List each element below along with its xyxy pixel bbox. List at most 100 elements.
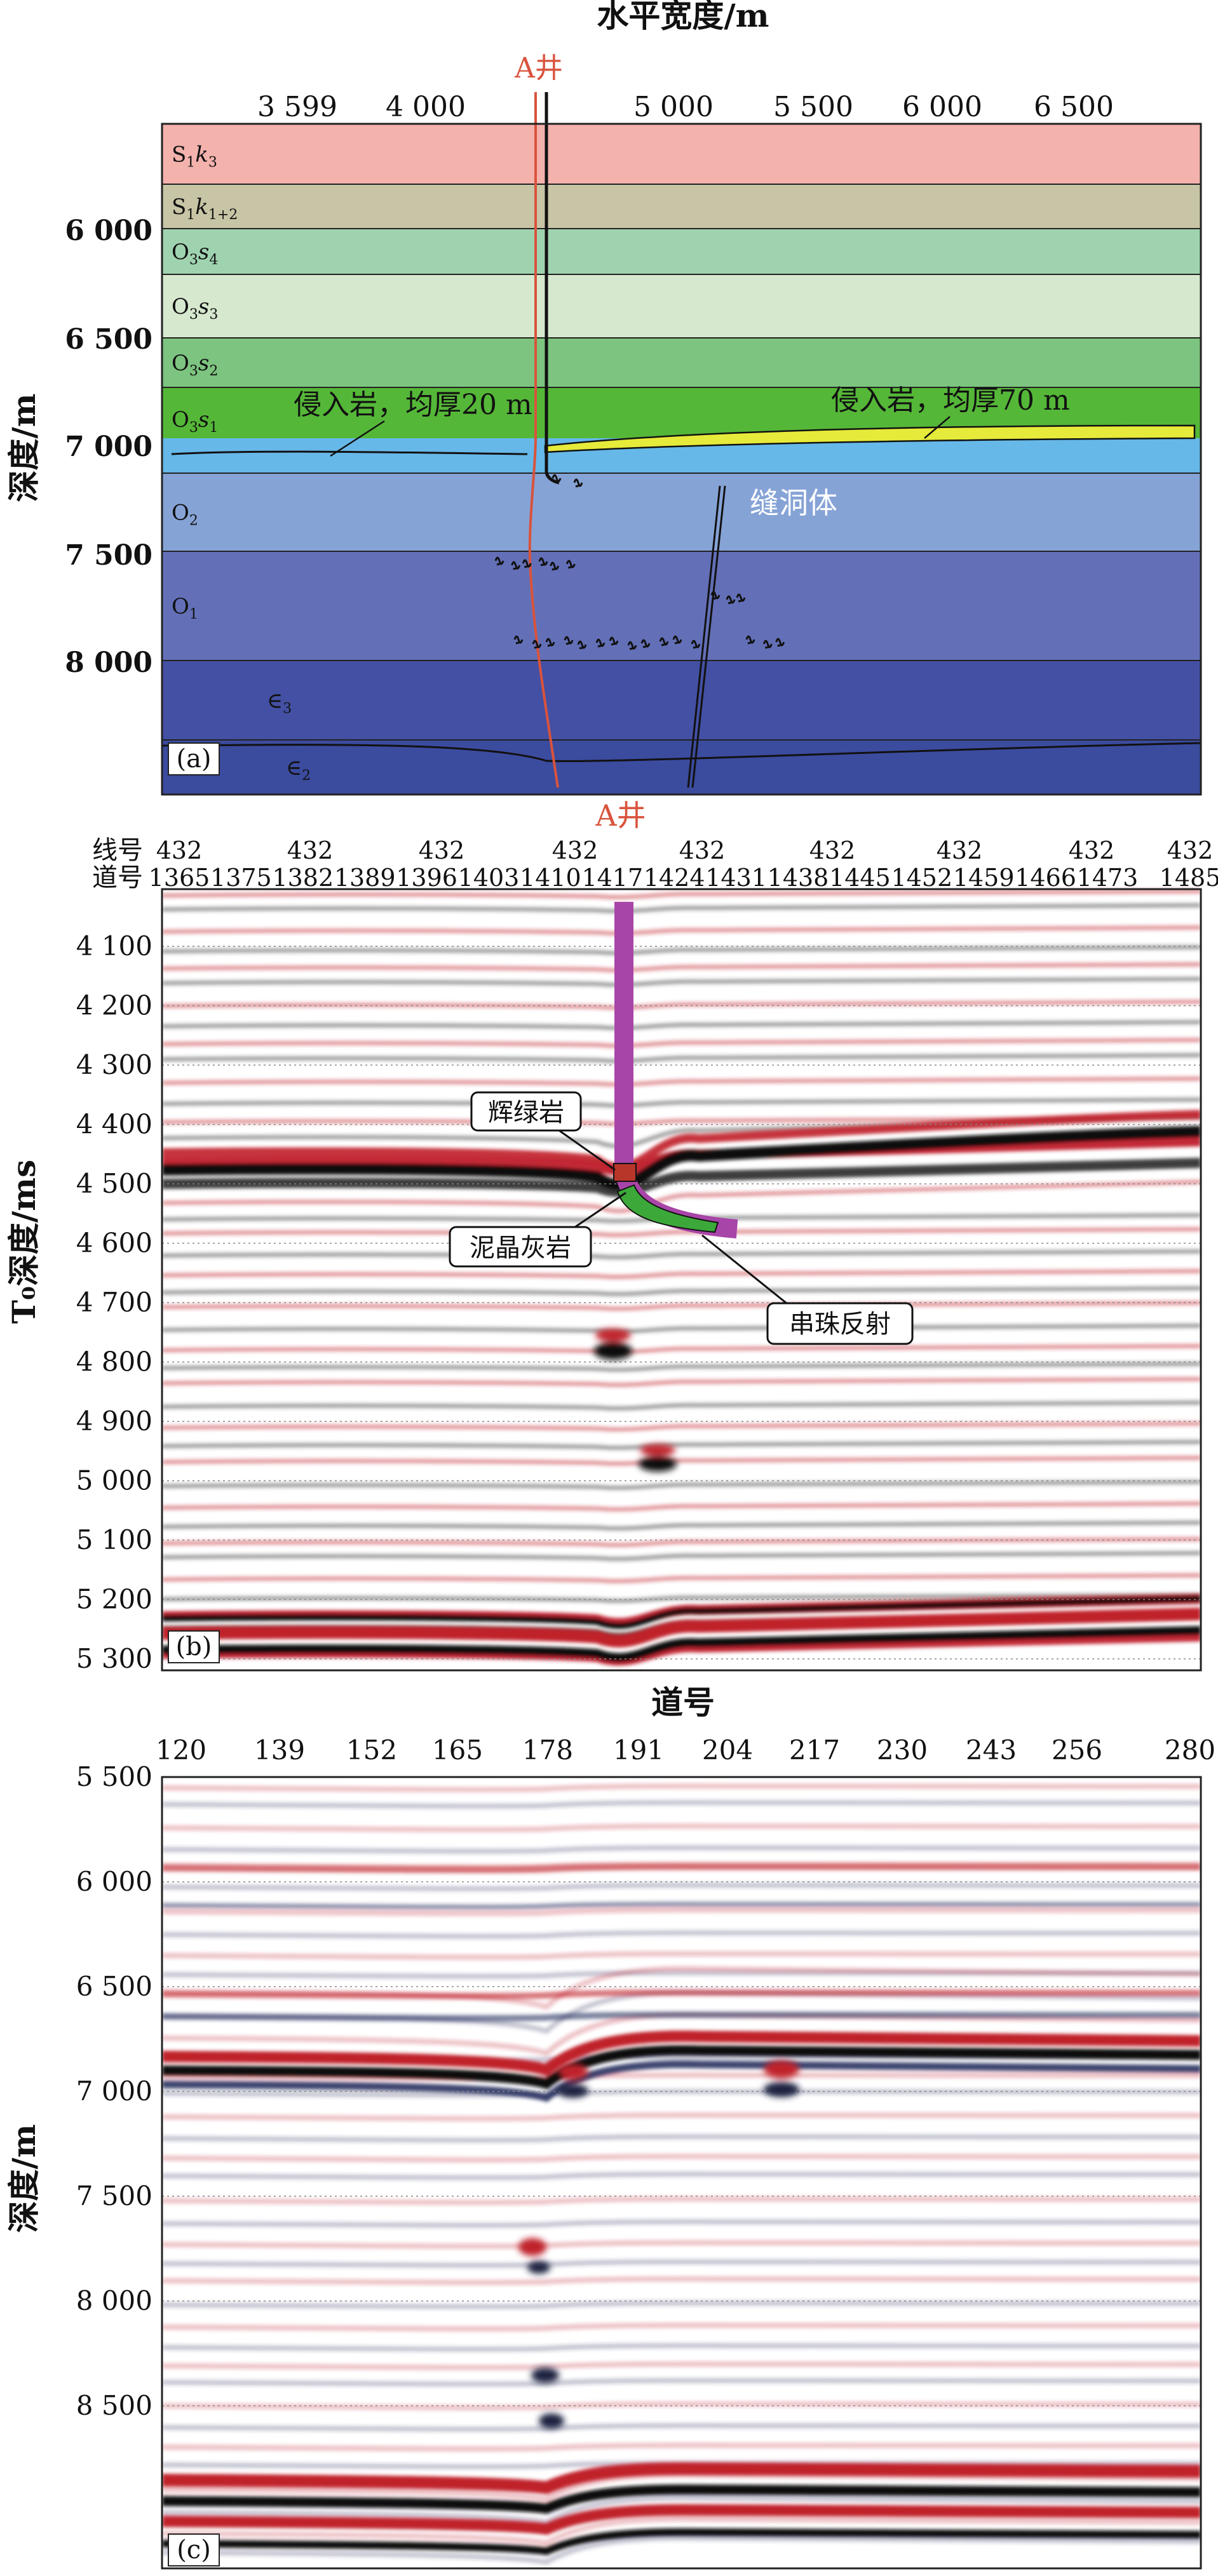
callout-box	[449, 1226, 592, 1268]
trace-number-label: 1445	[829, 864, 891, 892]
reflector	[162, 1800, 1201, 1809]
panel-b-gridlines	[162, 946, 1201, 1660]
reflector	[162, 1951, 1201, 1960]
trace-number-label: 1473	[1077, 864, 1139, 892]
x-tick-label: 6 500	[1034, 91, 1114, 123]
bead-reflection	[531, 2368, 559, 2383]
trace-number-label: 1431	[705, 864, 767, 892]
reflector	[162, 1421, 1201, 1432]
panel-b-y-ticks: 4 100 4 200 4 300 4 400 4 500 4 600 4 700 4 800…	[76, 930, 152, 1674]
layer-e2	[161, 739, 1201, 795]
panel-a-layers: S1k3 S1k1+2 O3s4 O3s3 O3s2 O3s1 O2 O1 ∈3 ∈2	[161, 123, 1201, 795]
y-tick-label: 6 000	[65, 215, 152, 247]
x-tick-label: 120	[156, 1734, 206, 1766]
line-number-label: 432	[1167, 836, 1214, 864]
base-boundary-line	[161, 742, 1201, 762]
reflector	[162, 1501, 1201, 1512]
reflector	[162, 1400, 1201, 1411]
x-tick-label: 3 599	[257, 91, 337, 123]
y-tick-label: 5 200	[76, 1584, 152, 1615]
cave-symbol	[726, 595, 736, 605]
reflector	[162, 1323, 1201, 1334]
reflector	[162, 1076, 1201, 1087]
line-number-label: 432	[679, 836, 726, 864]
reflector	[162, 2276, 1201, 2285]
layer-label-s1k3: S1k3	[172, 142, 217, 171]
reflector	[162, 1595, 1201, 1629]
callout-leader	[574, 1191, 626, 1228]
callout-gabbro-text: 辉绿岩	[488, 1098, 564, 1127]
x-tick-label: 5 000	[633, 91, 714, 123]
panel-b-well-label: A井	[595, 798, 646, 833]
layer-e3	[161, 660, 1201, 741]
x-tick-label: 139	[254, 1734, 305, 1766]
annotation-leader-right	[924, 416, 951, 439]
annotation-leader-left	[330, 420, 385, 457]
reflector	[162, 1052, 1201, 1064]
reflector	[162, 1626, 1201, 1662]
reflector	[162, 1550, 1201, 1562]
callout-leader	[701, 1234, 787, 1305]
reflector	[162, 1862, 1201, 1873]
bead-reflection	[539, 2413, 564, 2429]
y-tick-label: 4 300	[76, 1049, 152, 1080]
layer-label-o3s3: O3s3	[172, 294, 218, 323]
line-number-label: 432	[1069, 836, 1115, 864]
y-tick-label: 5 500	[76, 1761, 152, 1792]
panel-a-frame	[161, 123, 1202, 796]
cave-symbol	[550, 561, 560, 571]
reflector	[162, 1125, 1201, 1191]
panel-c-y-ticks: 5 500 6 000 6 500 7 000 7 500 8 000 8 500	[76, 1761, 152, 2421]
panel-a-title: 水平宽度/m	[597, 0, 769, 34]
y-tick-label: 6 500	[65, 323, 152, 356]
callout-bead-text: 串珠反射	[789, 1310, 891, 1339]
reflector	[162, 1882, 1201, 1891]
reflector	[162, 976, 1201, 988]
y-tick-label: 7 500	[76, 2180, 152, 2211]
cave-symbol	[672, 635, 682, 645]
reflector	[162, 2495, 1201, 2525]
reflector	[162, 1136, 1201, 1176]
cave-symbol	[691, 640, 701, 649]
well-a-trajectory	[528, 92, 559, 788]
trace-number-label: 1424	[644, 864, 705, 892]
reflector	[162, 1343, 1201, 1355]
panel-b-frame	[161, 888, 1202, 1672]
cave-symbol	[762, 640, 773, 649]
cave-symbol	[565, 560, 576, 569]
panel-b-row2-label: 道号	[92, 863, 143, 892]
cave-symbol	[545, 638, 555, 647]
cave-symbol	[522, 559, 532, 568]
panel-a-cave-symbols	[494, 474, 785, 650]
cave-symbol	[532, 640, 542, 649]
cave-symbol	[736, 593, 746, 603]
cave-symbol	[513, 635, 524, 645]
x-tick-label: 243	[966, 1734, 1017, 1766]
reflector	[162, 2240, 1201, 2249]
panel-b-label-box	[168, 1630, 220, 1663]
cave-symbol	[775, 638, 785, 647]
cave-symbol	[595, 638, 606, 648]
reflector	[162, 1226, 1201, 1238]
layer-label-e2: ∈2	[286, 755, 311, 784]
panel-b-seismic	[162, 889, 1201, 1670]
panel-b-callout-limestone: 泥晶灰岩	[449, 1191, 626, 1268]
reflector	[162, 2472, 1201, 2502]
y-tick-label: 7 000	[65, 431, 152, 463]
bead-reflection	[595, 1329, 631, 1341]
reflector	[162, 1907, 1201, 1916]
y-tick-label: 4 400	[76, 1109, 152, 1140]
panel-c-x-ticks: 120 139 152 165 178 191 204 217 230 243 256 280	[156, 1734, 1215, 1766]
reflector	[162, 1037, 1201, 1049]
reflector	[162, 1989, 1201, 1999]
cave-symbol	[494, 556, 504, 566]
y-tick-label: 7 000	[76, 2076, 152, 2107]
reflector	[162, 2484, 1201, 2514]
reflector	[162, 2504, 1201, 2535]
reflector	[162, 1110, 1201, 1172]
y-tick-label: 4 100	[76, 930, 152, 962]
cave-fracture-line	[687, 485, 726, 788]
reflector	[162, 1097, 1201, 1108]
reflector	[162, 889, 1201, 900]
